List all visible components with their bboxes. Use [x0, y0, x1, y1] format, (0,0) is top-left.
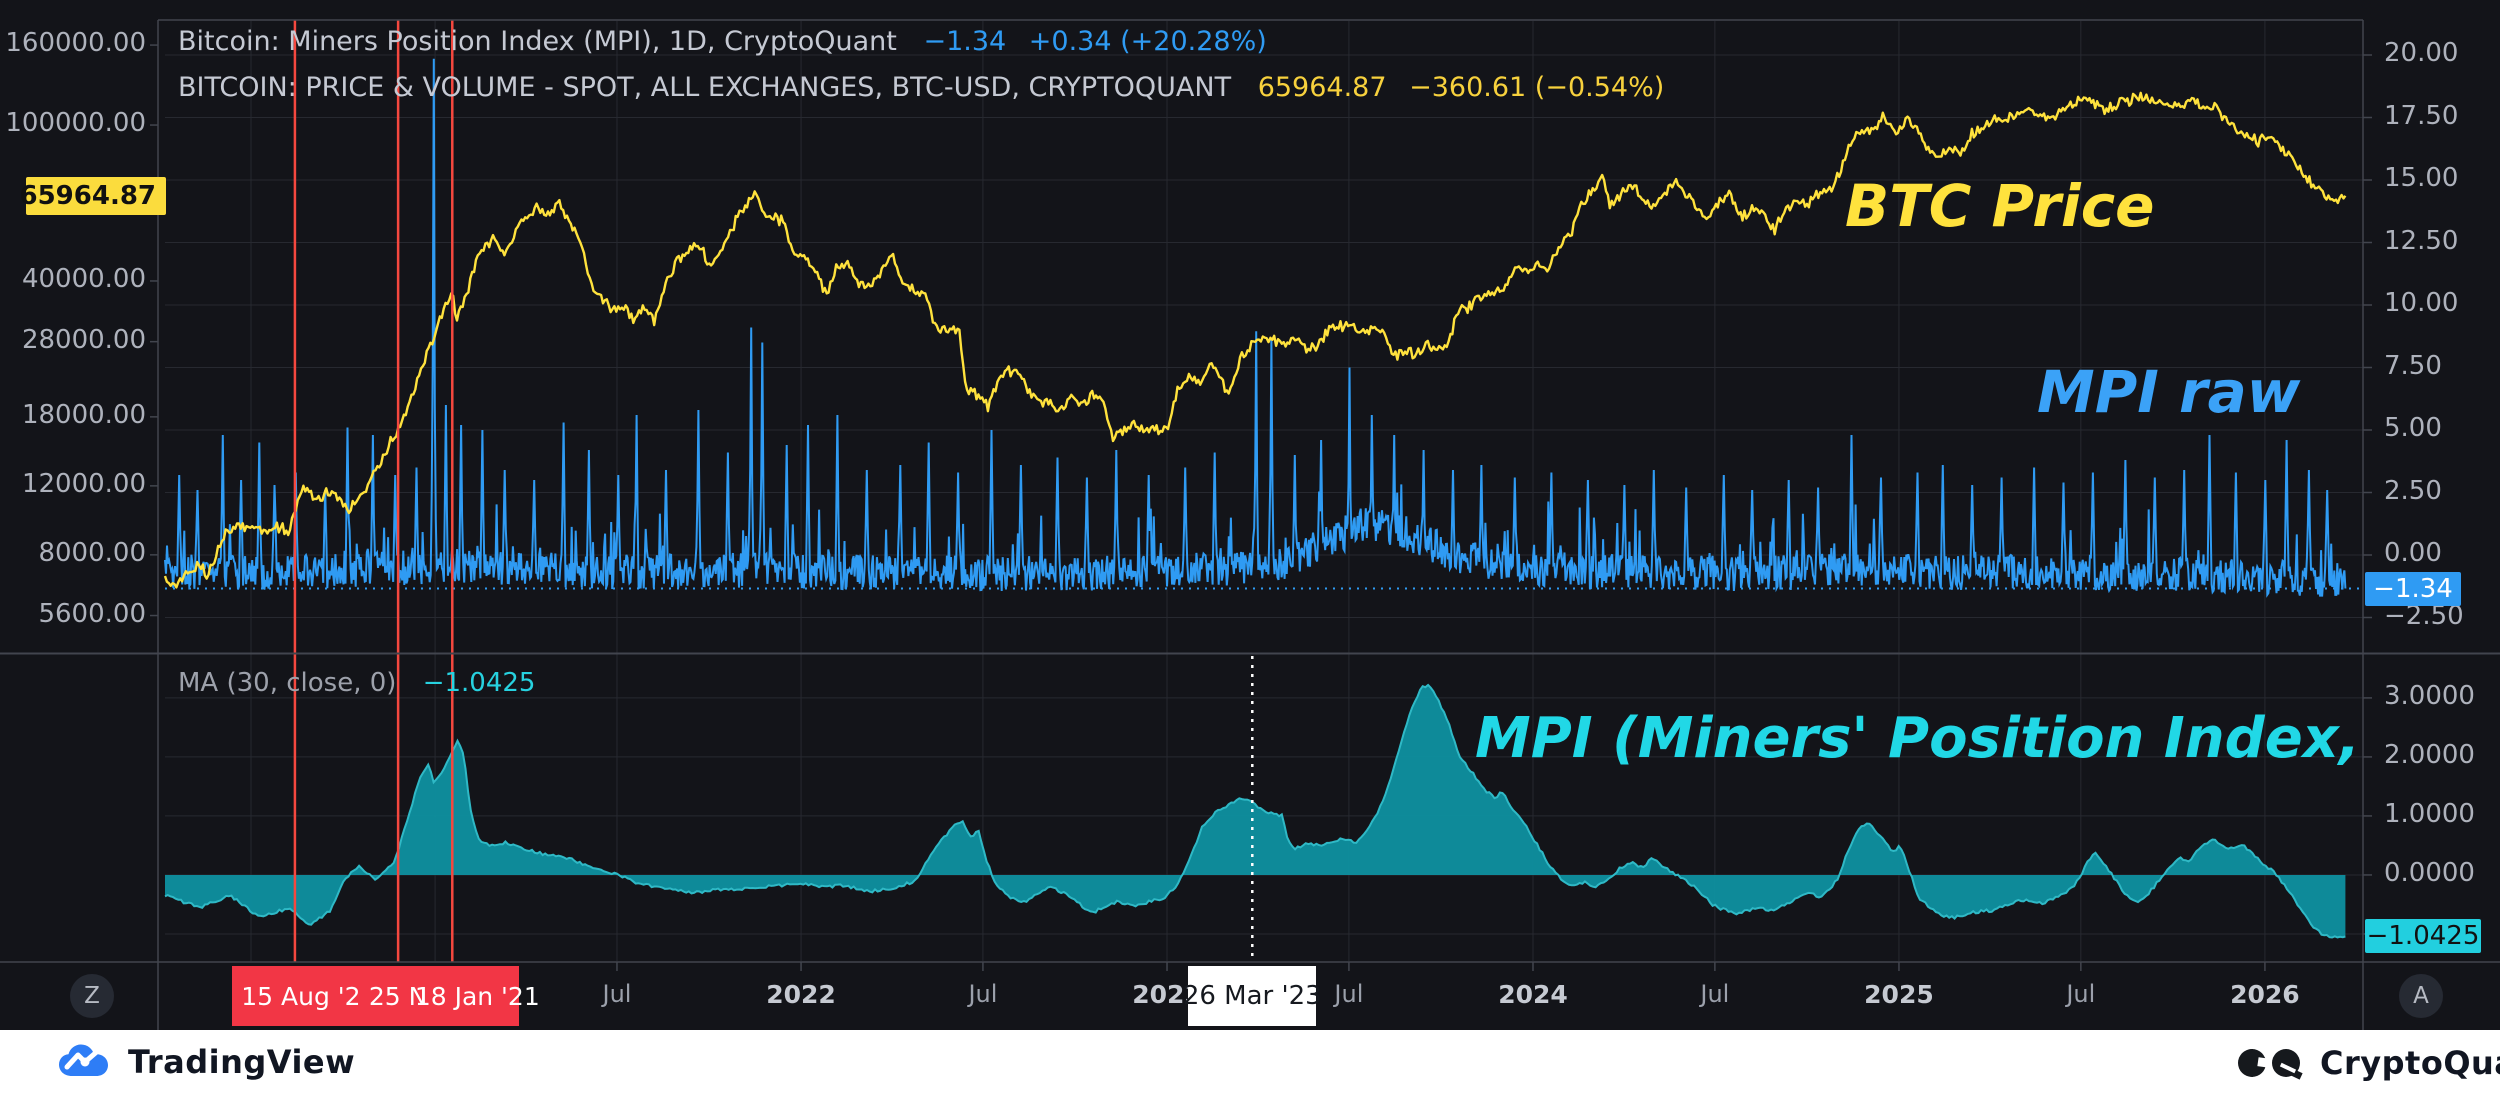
price-tick-label: 28000.00 [21, 324, 146, 355]
footer-bar: TradingView CryptoQuant [0, 1030, 2500, 1098]
price-tick-label: 8000.00 [38, 537, 146, 568]
mpi-tick-label: −2.50 [2384, 600, 2464, 631]
time-tick-year: 2024 [1498, 980, 1568, 1009]
tradingview-wordmark: TradingView [128, 1043, 356, 1081]
time-tick-year: 2025 [1864, 980, 1934, 1009]
legend-btc-change: −360.61 (−0.54%) [1409, 72, 1665, 103]
ma-tick-label: 3.0000 [2384, 680, 2475, 711]
price-tick-label: 160000.00 [5, 28, 146, 59]
date-badge-15aug20: 15 Aug '2 [241, 981, 361, 1011]
time-tick-jul: Jul [602, 980, 632, 1008]
annotation-mpi-raw[interactable]: MPI raw [2037, 358, 2301, 426]
price-tick-label: 18000.00 [21, 399, 146, 430]
value-axis-right[interactable]: 20.00 17.50 15.00 12.50 10.00 7.50 5.00 2.50 0.0… [2363, 20, 2500, 962]
price-tick-label: 12000.00 [21, 468, 146, 499]
annotation-btc-price[interactable]: BTC Price [1845, 172, 2155, 240]
cryptoquant-wordmark: CryptoQuant [2320, 1044, 2500, 1082]
legend-mpi-value: −1.34 [923, 26, 1007, 57]
mpi-tick-label: 7.50 [2384, 350, 2442, 381]
legend-row-ma[interactable]: MA (30, close, 0) −1.0425 [178, 668, 535, 698]
mpi-tick-label: 15.00 [2384, 163, 2459, 193]
price-axis-left[interactable]: 160000.00 100000.00 40000.00 28000.00 18000.… [0, 20, 158, 962]
auto-scale-button[interactable]: A [2399, 974, 2443, 1018]
date-badge-26mar23: 26 Mar '23 [1183, 966, 1322, 1026]
mpi-tick-label: 17.50 [2384, 100, 2459, 131]
legend-ma-title[interactable]: MA (30, close, 0) [178, 668, 397, 698]
ma-tick-label: 1.0000 [2384, 798, 2475, 829]
time-tick-year: 2022 [766, 980, 836, 1009]
time-tick-jul: Jul [968, 980, 998, 1008]
time-tick-jul: Jul [1700, 980, 1730, 1008]
mpi-value-badge: −1.34 [2365, 571, 2461, 606]
tradingview-logo-icon [59, 1044, 108, 1076]
mpi-tick-label: 0.00 [2384, 538, 2442, 568]
legend-mpi-change: +0.34 (+20.28%) [1028, 26, 1267, 57]
last-price-badge: 65964.87 [19, 176, 166, 215]
ma-tick-label: 0.0000 [2384, 857, 2475, 888]
time-tick-jul: Jul [2066, 980, 2096, 1008]
mpi-tick-label: 2.50 [2384, 475, 2442, 506]
price-pane[interactable]: BTC Price MPI raw [165, 20, 2363, 652]
date-badge-25nov20: 25 N [368, 981, 428, 1011]
legend-row-mpi[interactable]: Bitcoin: Miners Position Index (MPI), 1D… [178, 26, 1267, 57]
ma-value-badge: −1.0425 [2365, 919, 2481, 954]
legend-row-btc[interactable]: BITCOIN: PRICE & VOLUME - SPOT, ALL EXCH… [178, 72, 1664, 103]
time-axis[interactable]: 15 Aug '2 25 N 18 Jan '21 26 Mar '23 Z A… [0, 963, 2500, 1030]
time-tick-jul: Jul [1334, 980, 1364, 1008]
tradingview-brand[interactable]: TradingView [58, 1042, 355, 1082]
price-tick-label: 5600.00 [38, 598, 146, 629]
price-tick-label: 40000.00 [21, 263, 146, 294]
legend-mpi-title[interactable]: Bitcoin: Miners Position Index (MPI), 1D… [178, 26, 897, 57]
ma-pane[interactable]: MPI (Miners' Position Index, [165, 656, 2363, 962]
cryptoquant-logo-icon [2238, 1049, 2303, 1080]
time-tick-year: 2026 [2230, 980, 2300, 1009]
annotation-mpi-ma[interactable]: MPI (Miners' Position Index, [1475, 706, 2361, 771]
mpi-tick-label: 10.00 [2384, 288, 2459, 318]
mpi-tick-label: 12.50 [2384, 225, 2459, 256]
legend-btc-title[interactable]: BITCOIN: PRICE & VOLUME - SPOT, ALL EXCH… [178, 72, 1232, 103]
date-badge-18jan21: 18 Jan '21 [414, 981, 540, 1011]
legend-ma-value: −1.0425 [422, 668, 536, 698]
zoom-out-button[interactable]: Z [70, 974, 114, 1018]
cryptoquant-brand[interactable]: CryptoQuant [2238, 1044, 2500, 1082]
price-tick-label: 100000.00 [5, 108, 146, 139]
legend-btc-value: 65964.87 [1257, 72, 1387, 103]
ma-tick-label: 2.0000 [2384, 739, 2475, 770]
mpi-tick-label: 20.00 [2384, 38, 2459, 68]
mpi-tick-label: 5.00 [2384, 413, 2442, 443]
date-marker-strip [231, 966, 520, 1026]
